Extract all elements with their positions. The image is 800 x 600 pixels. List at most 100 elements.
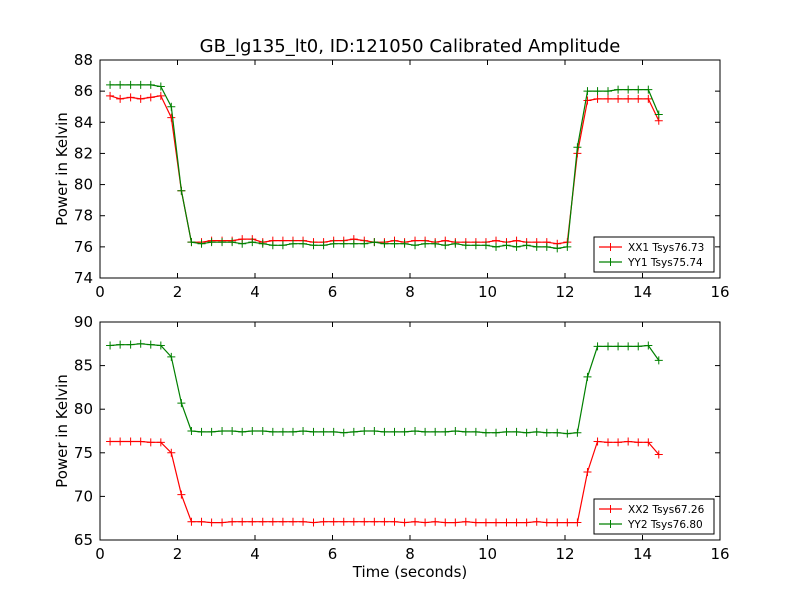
data-point (299, 239, 308, 248)
y-tick-label: 65 (74, 531, 93, 549)
data-point (553, 518, 562, 527)
data-point (156, 438, 165, 447)
y-tick-label: 88 (74, 51, 93, 69)
y-tick-label: 86 (74, 82, 93, 100)
data-point (258, 427, 267, 435)
data-point (167, 448, 176, 457)
data-point (604, 87, 613, 96)
data-point (380, 517, 389, 526)
data-point (116, 94, 125, 103)
data-point (512, 518, 521, 527)
data-point (390, 517, 399, 526)
data-point (349, 239, 358, 248)
data-point (207, 427, 216, 436)
y-tick-label: 90 (74, 313, 93, 331)
data-point (593, 342, 602, 351)
data-point (583, 372, 592, 381)
data-point (644, 94, 653, 103)
data-point (167, 113, 176, 122)
data-point (451, 427, 460, 435)
data-point (583, 467, 592, 476)
y-tick-label: 70 (74, 487, 93, 505)
data-point (411, 241, 420, 250)
x-tick-label: 0 (95, 283, 105, 301)
data-point (370, 427, 379, 435)
data-point (634, 85, 643, 94)
data-point (349, 517, 358, 526)
legend-label: YY1 Tsys75.74 (627, 257, 703, 269)
data-point (573, 518, 582, 527)
y-tick-label: 75 (74, 444, 93, 462)
data-point (522, 428, 531, 437)
legend-marker (606, 243, 615, 251)
data-point (512, 427, 521, 436)
data-point (532, 242, 541, 251)
x-tick-label: 12 (555, 545, 574, 563)
data-point (339, 239, 348, 248)
data-point (400, 427, 409, 436)
data-point (167, 352, 176, 361)
data-point (583, 96, 592, 105)
data-point (553, 428, 562, 437)
data-point (207, 238, 216, 247)
x-tick-label: 0 (95, 545, 105, 563)
top-panel: 0 2 4 6 8 10 12 14 16 74 76 78 80 82 84 86 88 Power in Ke… (53, 51, 730, 301)
data-point (288, 517, 297, 526)
data-point (634, 438, 643, 447)
data-point (126, 437, 135, 446)
y-axis-label: Power in Kelvin (53, 112, 71, 226)
x-tick-label: 4 (250, 283, 260, 301)
bottom-panel: 0 2 4 6 8 10 12 14 16 65 70 75 80 85 90 Power in Kelvin… (53, 313, 730, 581)
data-point (492, 428, 501, 437)
data-point (644, 438, 653, 447)
y-tick-label: 80 (74, 176, 93, 194)
data-point (542, 518, 551, 527)
data-point (624, 342, 633, 351)
data-point (268, 241, 277, 250)
data-point (319, 517, 328, 526)
data-point (218, 518, 227, 527)
legend-label: YY2 Tsys76.80 (627, 519, 703, 531)
data-point (288, 427, 297, 436)
data-point (136, 80, 145, 89)
data-point (644, 341, 653, 350)
data-point (136, 437, 145, 446)
x-tick-label: 6 (328, 283, 338, 301)
data-point (278, 517, 287, 526)
data-point (421, 518, 430, 527)
data-point (329, 239, 338, 248)
data-point (106, 91, 115, 100)
y-tick-label: 76 (74, 238, 93, 256)
data-point (218, 238, 227, 247)
data-point (339, 517, 348, 526)
data-point (268, 517, 277, 526)
data-point (380, 427, 389, 436)
data-point (644, 85, 653, 94)
y-tick-label: 78 (74, 207, 93, 225)
data-point (146, 438, 155, 447)
data-point (238, 427, 247, 436)
series-line-xx (109, 95, 660, 245)
data-point (563, 518, 572, 527)
data-point (319, 427, 328, 436)
data-point (481, 428, 490, 437)
x-tick-label: 12 (555, 283, 574, 301)
data-point (329, 517, 338, 526)
data-point (136, 94, 145, 103)
data-point (248, 238, 257, 247)
data-point (451, 518, 460, 527)
data-point (441, 241, 450, 250)
data-point (441, 427, 450, 436)
data-point (197, 239, 206, 248)
data-point (380, 239, 389, 248)
data-point (654, 110, 663, 119)
data-point (563, 429, 572, 438)
data-point (177, 490, 186, 499)
x-tick-label: 2 (173, 545, 183, 563)
data-point (309, 241, 318, 250)
data-point (654, 356, 663, 365)
data-point (542, 428, 551, 437)
data-point (278, 427, 287, 436)
data-point (441, 518, 450, 527)
data-point (481, 518, 490, 527)
